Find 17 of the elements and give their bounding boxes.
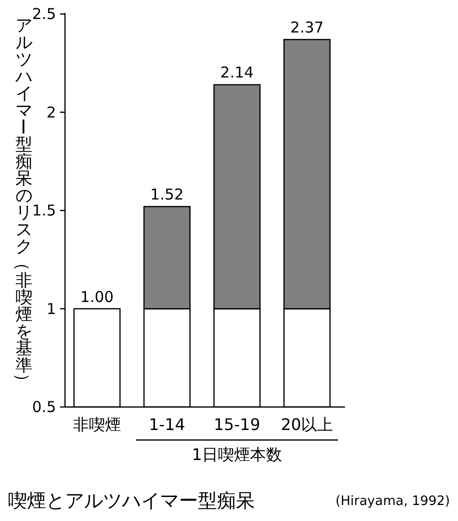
text: アルツハイマー型痴呆のリスク（非喫煙を基準） bbox=[12, 16, 32, 390]
y-tick-label: 2 bbox=[46, 103, 56, 122]
total-label: 2.37 bbox=[290, 18, 324, 37]
x-tick-label: 非喫煙 bbox=[73, 415, 121, 434]
y-tick-label: 2.5 bbox=[32, 5, 56, 23]
total-label: 1.52 bbox=[150, 186, 184, 204]
x-tick-label: 20以上 bbox=[280, 415, 334, 434]
total-label: 1.00 bbox=[80, 288, 114, 306]
x-tick-label: 1-14 bbox=[148, 415, 186, 434]
text: 喫煙とアルツハイマー型痴呆 bbox=[8, 490, 255, 512]
y-tick-label: 0.5 bbox=[32, 398, 56, 416]
x-tick-label: 15-19 bbox=[214, 415, 260, 434]
y-tick-label: 1.5 bbox=[32, 202, 56, 220]
y-tick-label: 1 bbox=[46, 300, 56, 318]
total-label: 2.14 bbox=[220, 64, 254, 82]
text: (Hirayama, 1992) bbox=[336, 494, 450, 509]
x-axis-title: 1日喫煙本数 bbox=[192, 445, 282, 464]
